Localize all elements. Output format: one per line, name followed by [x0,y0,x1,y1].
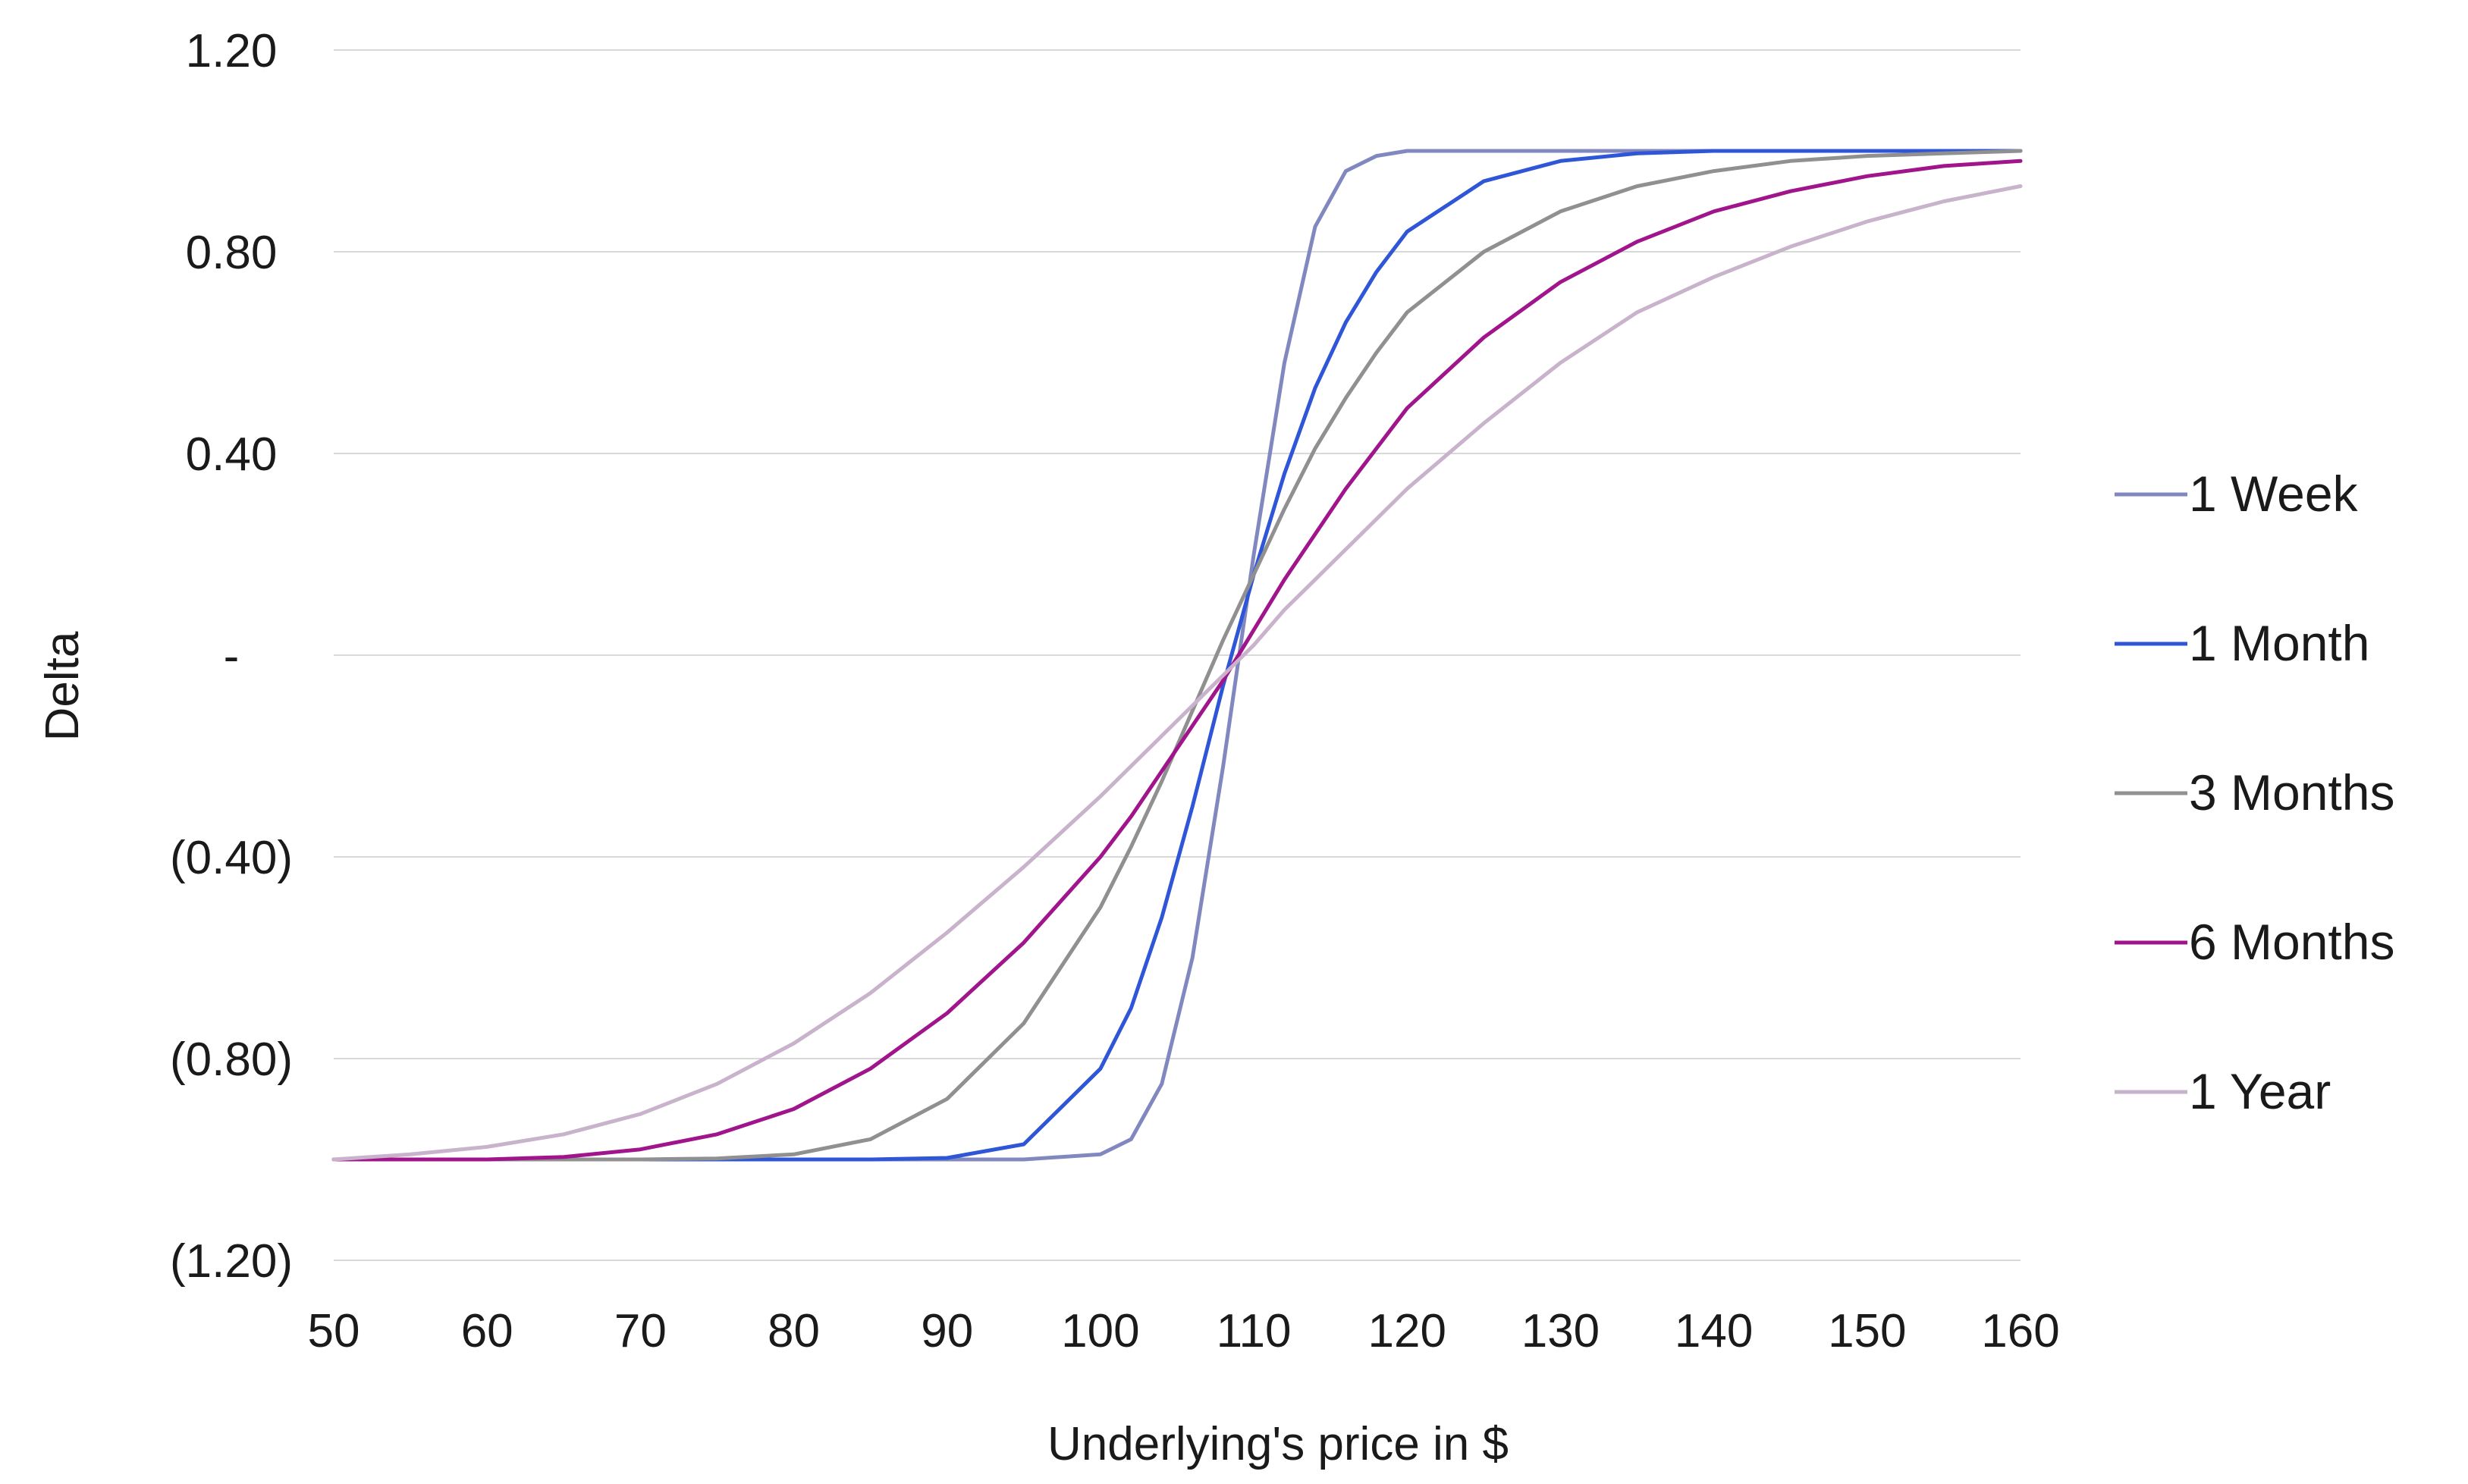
y-axis-title: Delta [36,631,89,741]
x-axis-title: Underlying's price in $ [1047,1418,1509,1470]
series-line-1-year [331,184,2023,1162]
legend: 1 Week 1 Month 3 Months 6 Months 1 Year [2115,466,2394,1119]
series-line-6-months [331,158,2023,1162]
x-tick-label: 110 [1217,1305,1292,1357]
legend-item-3-months: 3 Months [2115,764,2394,820]
y-tick-label: (0.40) [170,832,293,884]
series-line-3-months [331,149,2023,1162]
x-tick-label: 90 [921,1305,973,1357]
legend-label: 1 Week [2189,466,2359,522]
y-tick-label: (0.80) [170,1034,293,1086]
legend-item-6-months: 6 Months [2115,914,2394,970]
x-tick-label: 60 [461,1305,513,1357]
legend-item-1-week: 1 Week [2115,466,2359,522]
legend-label: 3 Months [2189,764,2394,820]
legend-label: 6 Months [2189,914,2394,970]
x-tick-label: 150 [1828,1305,1906,1357]
gridlines [334,49,2021,1261]
x-tick-label: 80 [768,1305,820,1357]
x-tick-label: 70 [614,1305,667,1357]
x-tick-label: 140 [1675,1305,1753,1357]
legend-label: 1 Month [2189,615,2369,671]
x-tick-label: 130 [1521,1305,1600,1357]
x-axis-tick-labels: 50 60 70 80 90 100 110 120 130 140 150 160 [308,1305,2060,1357]
x-tick-label: 120 [1368,1305,1446,1357]
x-tick-label: 100 [1061,1305,1139,1357]
y-axis-tick-labels: 1.20 0.80 0.40 - (0.40) (0.80) (1.20) [170,25,293,1288]
x-tick-label: 50 [308,1305,360,1357]
y-tick-label: 0.40 [186,428,278,481]
legend-label: 1 Year [2189,1063,2331,1119]
series-lines [331,149,2023,1162]
y-tick-label: 0.80 [186,227,278,279]
y-tick-label: - [224,630,240,682]
y-tick-label: 1.20 [186,25,278,77]
y-tick-label: (1.20) [170,1235,293,1288]
x-tick-label: 160 [1981,1305,2059,1357]
legend-item-1-month: 1 Month [2115,615,2369,671]
legend-item-1-year: 1 Year [2115,1063,2331,1119]
